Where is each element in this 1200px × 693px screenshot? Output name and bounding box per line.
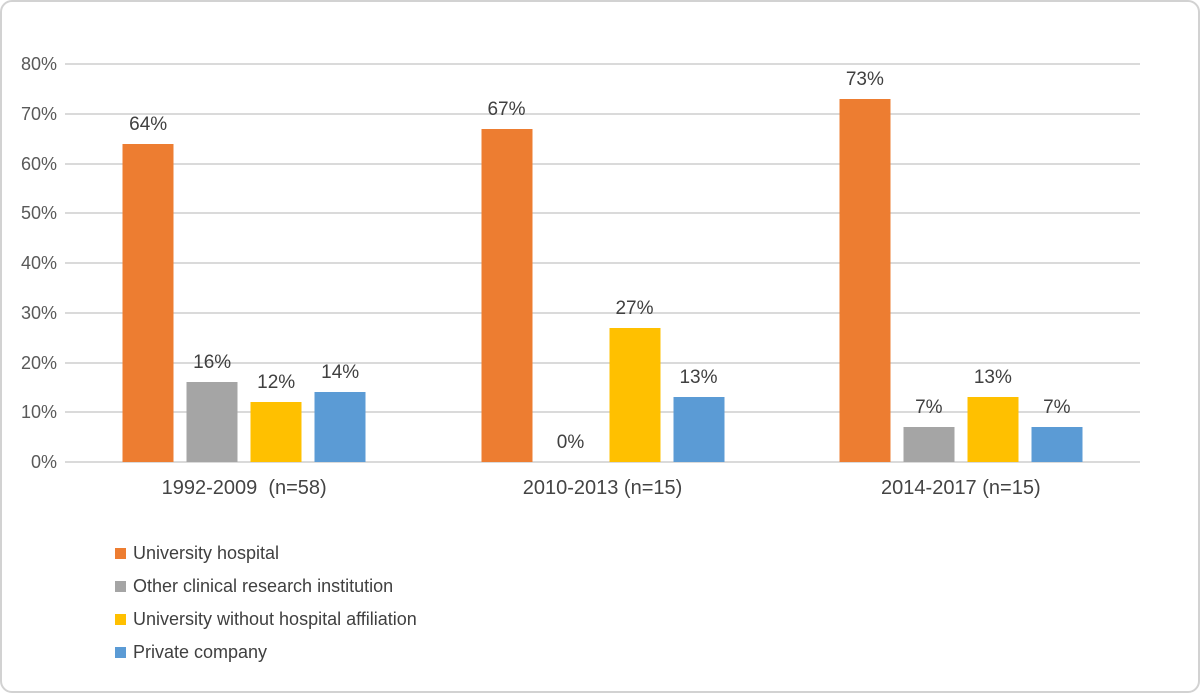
bar-value-label: 67% — [487, 98, 526, 120]
legend-item-university-without-hospital-affiliation: University without hospital affiliation — [115, 608, 417, 630]
legend-item-private-company: Private company — [115, 641, 417, 663]
legend-item-other-clinical-research-institution: Other clinical research institution — [115, 575, 417, 597]
bar-value-label: 0% — [556, 432, 585, 453]
legend-item-university-hospital: University hospital — [115, 542, 417, 564]
gridline — [65, 461, 1140, 463]
legend-swatch-icon — [115, 613, 126, 625]
bar-private-company — [673, 397, 724, 462]
y-axis-tick-label: 70% — [20, 103, 57, 124]
x-axis-category-label: 2014-2017 (n=15) — [881, 477, 1041, 499]
bar-value-label: 27% — [615, 297, 654, 319]
bar-slot: 7% — [1031, 64, 1083, 462]
bar-value-label: 64% — [129, 113, 168, 135]
bar-other-clinical-research-institution — [903, 427, 955, 462]
gridline — [65, 112, 1140, 115]
bar-slot: 16% — [186, 64, 238, 462]
bar-other-clinical-research-institution — [186, 382, 238, 462]
x-axis: 1992-2009 (n=58) 2010-2013 (n=15) 2014-201… — [65, 476, 1140, 506]
bar-slot: 13% — [673, 64, 724, 462]
bar-private-company — [314, 392, 366, 462]
bar-value-label: 14% — [321, 362, 360, 384]
gridline — [65, 411, 1140, 414]
x-axis-category-label: 1992-2009 (n=58) — [161, 477, 327, 499]
bar-slot: 73% — [839, 64, 891, 462]
bar-value-label: 12% — [257, 372, 296, 394]
plot-area: 64% 16% 12% 14% 67% 0% 27% 13% 73% 7% 13% 7% — [65, 63, 1140, 463]
y-axis-tick-label: 30% — [20, 302, 57, 323]
legend-swatch-icon — [115, 547, 126, 559]
bar-slot: 0% — [545, 64, 596, 462]
bar-university-hospital — [122, 143, 174, 462]
legend-label: University hospital — [133, 543, 280, 563]
y-axis-tick-label: 40% — [20, 253, 57, 273]
legend: University hospital Other clinical resear… — [115, 542, 417, 663]
gridline — [65, 311, 1140, 314]
bar-slot: 14% — [314, 64, 366, 462]
legend-swatch-icon — [115, 580, 126, 592]
y-axis-tick-label: 60% — [20, 153, 57, 174]
bar-value-label: 13% — [679, 367, 718, 389]
bar-value-label: 13% — [973, 367, 1012, 389]
bar-value-label: 7% — [1043, 397, 1071, 419]
bar-value-label: 16% — [193, 352, 232, 374]
gridline — [65, 361, 1140, 364]
bar-slot: 27% — [609, 64, 660, 462]
bar-slot: 12% — [250, 64, 302, 462]
bar-university-hospital — [481, 128, 532, 462]
y-axis-tick-label: 0% — [30, 452, 57, 472]
bar-group-2010-2013-n-15: 67% 0% 27% 13% — [481, 64, 724, 462]
bar-university-without-hospital-affiliation — [250, 402, 302, 462]
bar-value-label: 73% — [845, 68, 884, 90]
y-axis-tick-label: 20% — [20, 352, 57, 373]
gridline — [65, 262, 1140, 264]
gridline — [65, 162, 1140, 165]
bar-group-2014-2017-n-15: 73% 7% 13% 7% — [839, 64, 1083, 462]
legend-label: Other clinical research institution — [133, 576, 394, 596]
bar-group-1992-2009-n-58: 64% 16% 12% 14% — [122, 64, 366, 462]
bar-university-without-hospital-affiliation — [967, 397, 1019, 462]
bar-university-without-hospital-affiliation — [609, 327, 660, 462]
legend-label: Private company — [133, 642, 268, 662]
bar-slot: 7% — [903, 64, 955, 462]
bar-slot: 67% — [481, 64, 532, 462]
bar-value-label: 7% — [915, 397, 943, 419]
gridline — [65, 212, 1140, 215]
y-axis-tick-label: 50% — [20, 203, 57, 224]
y-axis-tick-label: 80% — [20, 54, 57, 74]
x-axis-category-label: 2010-2013 (n=15) — [522, 477, 683, 499]
bar-groups: 64% 16% 12% 14% 67% 0% 27% 13% 73% 7% 13% 7% — [65, 64, 1140, 462]
bar-slot: 13% — [967, 64, 1019, 462]
gridline — [65, 63, 1140, 65]
gridlines — [65, 63, 1140, 463]
y-axis-tick-label: 10% — [20, 402, 57, 423]
legend-swatch-icon — [115, 646, 126, 658]
bar-private-company — [1031, 427, 1083, 462]
y-axis: 0% 10% 20% 30% 40% 50% 60% 70% 80% — [2, 54, 57, 472]
bar-slot: 64% — [122, 64, 174, 462]
legend-label: University without hospital affiliation — [133, 609, 417, 629]
bar-university-hospital — [839, 98, 891, 462]
